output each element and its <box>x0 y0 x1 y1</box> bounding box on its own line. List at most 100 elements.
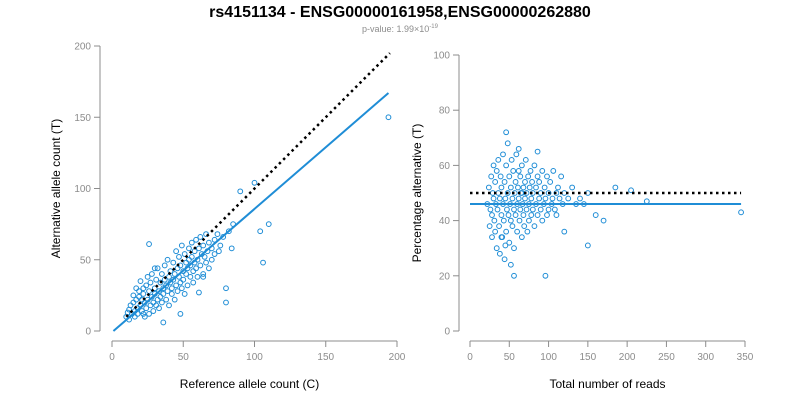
data-point <box>544 173 550 180</box>
x-tick-label: 150 <box>317 352 334 363</box>
data-point <box>153 302 160 309</box>
data-point <box>522 179 528 185</box>
y-tick-label: 20 <box>439 271 451 282</box>
data-point <box>161 262 168 269</box>
data-point <box>146 241 152 247</box>
data-point <box>163 282 170 289</box>
data-point <box>518 162 525 169</box>
data-point <box>223 285 229 292</box>
x-axis-title: Total number of reads <box>549 377 665 391</box>
y-tick-label: 100 <box>74 184 91 195</box>
x-tick-label: 50 <box>504 352 516 363</box>
data-point <box>140 311 147 317</box>
data-point <box>510 168 517 174</box>
data-point <box>522 195 528 202</box>
x-tick-label: 200 <box>619 352 636 363</box>
data-point <box>529 179 535 185</box>
data-point <box>137 278 144 285</box>
data-point <box>144 273 151 280</box>
data-point <box>146 288 152 295</box>
data-point <box>550 168 557 174</box>
data-point <box>133 296 140 303</box>
data-point <box>511 206 517 213</box>
data-point <box>160 319 167 326</box>
data-point <box>488 173 495 180</box>
data-point <box>508 156 515 163</box>
data-point <box>520 212 527 218</box>
data-point <box>500 217 507 224</box>
data-point <box>157 293 164 300</box>
data-point <box>507 184 514 191</box>
x-tick-label: 100 <box>246 352 263 363</box>
data-point <box>507 261 514 268</box>
data-point <box>515 145 522 152</box>
y-tick-label: 50 <box>80 255 92 266</box>
data-point <box>181 251 188 257</box>
data-point <box>504 140 511 147</box>
data-point <box>522 156 529 163</box>
data-point <box>157 279 164 286</box>
data-point <box>196 245 202 252</box>
data-point <box>494 206 501 213</box>
data-point <box>526 217 532 224</box>
data-point <box>214 231 221 238</box>
y-tick-label: 40 <box>439 216 451 227</box>
data-point <box>164 288 171 295</box>
data-point <box>486 223 493 230</box>
data-point <box>491 217 498 224</box>
data-point <box>181 291 188 297</box>
y-tick-label: 0 <box>85 327 91 338</box>
data-point <box>203 231 209 238</box>
data-point <box>193 236 199 243</box>
data-point <box>498 184 505 191</box>
data-point <box>257 228 264 235</box>
data-point <box>490 162 497 169</box>
data-point <box>164 256 171 263</box>
data-point <box>523 206 530 213</box>
data-point <box>520 184 527 191</box>
data-point <box>504 206 510 213</box>
data-point <box>511 272 517 279</box>
data-point <box>186 256 192 263</box>
data-point <box>507 217 514 224</box>
data-point <box>498 234 505 241</box>
data-point <box>190 279 197 286</box>
data-point <box>193 265 199 272</box>
data-point <box>133 285 140 292</box>
data-point <box>141 313 148 320</box>
data-point <box>505 212 512 218</box>
data-point <box>502 242 509 249</box>
data-point <box>501 179 508 185</box>
data-point <box>501 256 508 263</box>
data-point <box>517 206 524 213</box>
data-point <box>170 276 177 283</box>
data-point <box>168 285 175 292</box>
data-point <box>506 173 513 180</box>
data-point <box>503 129 510 136</box>
data-point <box>612 184 619 191</box>
p-value-exponent: -19 <box>429 24 438 30</box>
data-point <box>158 271 165 277</box>
x-tick-label: 300 <box>697 352 714 363</box>
data-point <box>487 206 494 213</box>
data-point <box>489 212 495 218</box>
data-point <box>534 148 541 155</box>
data-point <box>513 151 520 158</box>
data-point <box>130 292 137 299</box>
data-point <box>509 195 516 202</box>
data-point <box>509 223 516 230</box>
data-point <box>549 195 556 202</box>
data-point <box>541 184 548 191</box>
data-point <box>237 188 244 195</box>
data-point <box>180 276 187 283</box>
data-point <box>502 195 509 202</box>
data-point <box>177 311 184 317</box>
y-tick-label: 150 <box>74 113 91 124</box>
fit-line <box>112 92 390 332</box>
data-point <box>545 190 552 196</box>
y-tick-label: 60 <box>439 161 451 172</box>
data-point <box>200 242 207 249</box>
data-point <box>531 223 538 230</box>
data-point <box>136 288 142 295</box>
